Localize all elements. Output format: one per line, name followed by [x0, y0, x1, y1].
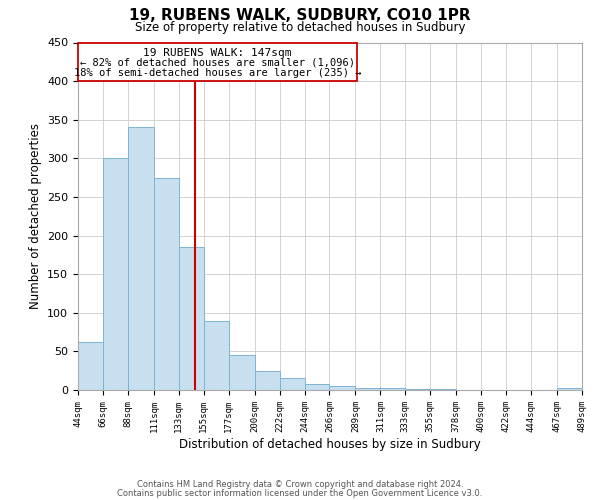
Bar — [280, 378, 305, 390]
Text: ← 82% of detached houses are smaller (1,096): ← 82% of detached houses are smaller (1,… — [80, 58, 355, 68]
Y-axis label: Number of detached properties: Number of detached properties — [29, 123, 41, 309]
Bar — [406, 389, 430, 390]
X-axis label: Distribution of detached houses by size in Sudbury: Distribution of detached houses by size … — [179, 438, 481, 450]
Bar — [305, 384, 329, 390]
Bar — [154, 178, 179, 390]
Bar — [78, 342, 103, 390]
FancyBboxPatch shape — [78, 42, 356, 81]
Bar — [355, 388, 380, 390]
Bar — [254, 372, 280, 390]
Text: 18% of semi-detached houses are larger (235) →: 18% of semi-detached houses are larger (… — [74, 68, 361, 78]
Text: Size of property relative to detached houses in Sudbury: Size of property relative to detached ho… — [135, 21, 465, 34]
Text: Contains public sector information licensed under the Open Government Licence v3: Contains public sector information licen… — [118, 488, 482, 498]
Bar — [103, 158, 128, 390]
Bar — [329, 386, 355, 390]
Bar — [430, 389, 456, 390]
Bar — [179, 247, 204, 390]
Bar — [557, 388, 582, 390]
Text: 19, RUBENS WALK, SUDBURY, CO10 1PR: 19, RUBENS WALK, SUDBURY, CO10 1PR — [129, 8, 471, 22]
Text: Contains HM Land Registry data © Crown copyright and database right 2024.: Contains HM Land Registry data © Crown c… — [137, 480, 463, 489]
Bar — [204, 320, 229, 390]
Bar — [128, 128, 154, 390]
Bar — [229, 355, 254, 390]
Bar — [380, 388, 406, 390]
Text: 19 RUBENS WALK: 147sqm: 19 RUBENS WALK: 147sqm — [143, 48, 292, 58]
